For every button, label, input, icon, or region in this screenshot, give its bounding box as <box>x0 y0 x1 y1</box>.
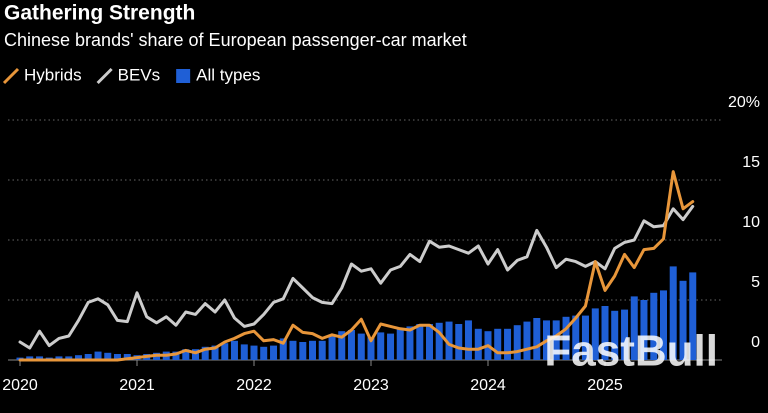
bar <box>552 320 560 360</box>
bar <box>338 331 346 360</box>
legend-swatch <box>2 67 20 85</box>
line <box>18 204 695 350</box>
bar <box>347 330 355 360</box>
y-tick-label: 20% <box>728 94 760 111</box>
x-tick-label: 2024 <box>470 377 506 394</box>
bar <box>328 334 336 360</box>
x-tick-label: 2021 <box>119 377 155 394</box>
bar <box>211 345 219 360</box>
bar <box>84 354 92 360</box>
bar <box>581 315 589 360</box>
bar <box>94 351 102 360</box>
bar <box>240 344 248 360</box>
bar <box>123 354 131 360</box>
bar <box>591 308 599 360</box>
bar <box>513 325 521 360</box>
bar <box>357 333 365 360</box>
bar <box>669 266 677 360</box>
bar <box>474 328 482 360</box>
bar <box>494 328 502 360</box>
bar <box>182 349 190 360</box>
line <box>18 170 695 362</box>
bar <box>396 328 404 360</box>
bar <box>562 316 570 360</box>
legend-label: BEVs <box>118 65 161 84</box>
bar <box>630 296 638 360</box>
bar <box>387 333 395 360</box>
bar <box>660 290 667 360</box>
bar <box>270 345 278 360</box>
bar <box>192 349 199 360</box>
bar <box>65 356 73 360</box>
bar <box>260 346 268 360</box>
bar <box>572 315 580 360</box>
bar <box>221 343 229 360</box>
bar <box>435 322 443 360</box>
bar <box>172 351 180 360</box>
bar <box>464 320 472 360</box>
bar <box>113 354 121 360</box>
bar <box>504 328 512 360</box>
bar <box>36 356 44 360</box>
bar <box>318 340 326 360</box>
x-tick-label: 2023 <box>353 377 389 394</box>
bar <box>611 310 619 360</box>
bar <box>104 352 112 360</box>
legend-swatch <box>176 69 191 83</box>
legend-label: All types <box>196 65 260 84</box>
bar <box>621 309 629 360</box>
bar <box>455 324 463 360</box>
x-tick-label: 2022 <box>236 377 272 394</box>
bar <box>201 346 209 360</box>
bar <box>650 292 658 360</box>
bar <box>75 355 82 360</box>
bar <box>689 272 697 360</box>
bar <box>523 321 531 360</box>
bar <box>279 338 287 360</box>
bar <box>406 326 414 360</box>
bar <box>367 337 375 360</box>
bar <box>299 342 307 360</box>
y-tick-label: 0 <box>751 334 760 351</box>
x-tick-label: 2020 <box>2 377 38 394</box>
bar <box>250 345 258 360</box>
bar <box>445 321 453 360</box>
legend-swatch <box>96 67 113 85</box>
bar <box>426 324 433 360</box>
legend-label: Hybrids <box>24 65 82 84</box>
bar <box>533 318 541 360</box>
bar <box>640 300 648 360</box>
chart-subtitle: Chinese brands' share of European passen… <box>4 30 467 50</box>
bar <box>26 356 34 360</box>
bar <box>230 340 238 360</box>
x-tick-label: 2025 <box>587 377 623 394</box>
bar <box>377 332 385 360</box>
bar <box>289 340 297 360</box>
bar <box>679 280 687 360</box>
y-tick-label: 5 <box>751 274 760 291</box>
chart-title: Gathering Strength <box>4 2 195 25</box>
y-tick-label: 15 <box>742 154 760 171</box>
bar <box>416 324 424 360</box>
bar <box>601 306 609 360</box>
bar <box>55 356 63 360</box>
watermark: FastBull <box>544 327 718 376</box>
y-tick-label: 10 <box>742 214 760 231</box>
bar <box>309 340 316 360</box>
